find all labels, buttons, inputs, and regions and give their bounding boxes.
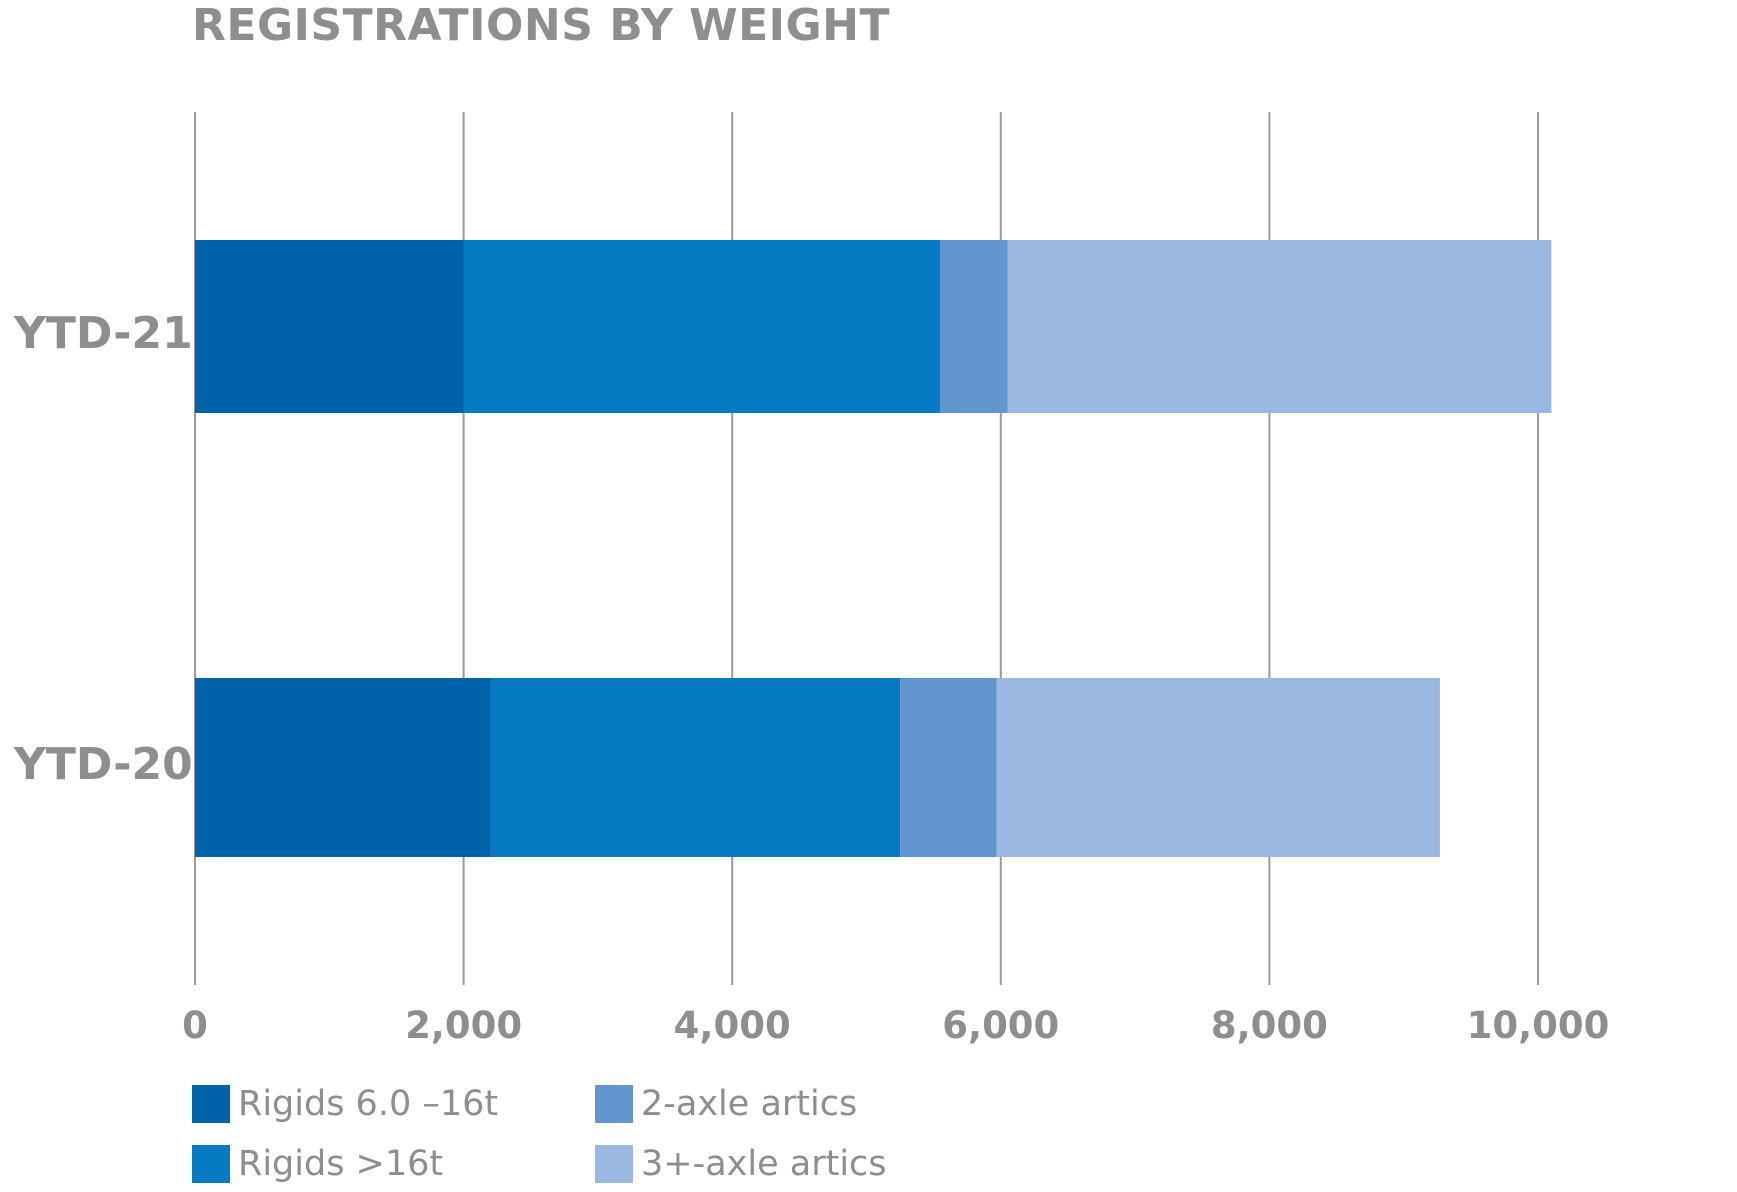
bar-chart: YTD-21 YTD-20 0 2,000 4,000 6,000 8,000 10,000	[13, 112, 1609, 1047]
x-tick-label-2: 4,000	[674, 1004, 791, 1047]
legend-swatch	[192, 1085, 230, 1123]
bar-segment-ytd-20-s3	[996, 678, 1440, 857]
category-label-ytd-21: YTD-21	[13, 308, 193, 359]
x-tick-label-3: 6,000	[942, 1004, 1059, 1047]
x-tick-label-1: 2,000	[405, 1004, 522, 1047]
legend: Rigids 6.0 –16t Rigids >16t 2-axle artic…	[192, 1082, 1012, 1192]
legend-item-rigids-6-16t: Rigids 6.0 –16t	[192, 1082, 498, 1126]
legend-label: 3+-axle artics	[641, 1144, 887, 1184]
bar-segment-ytd-21-s0	[195, 240, 464, 413]
bar-segment-ytd-20-s2	[900, 678, 997, 857]
bar-segment-ytd-21-s2	[940, 240, 1008, 413]
bar-segment-ytd-20-s1	[490, 678, 901, 857]
x-tick-labels: 0 2,000 4,000 6,000 8,000 10,000	[182, 1004, 1609, 1047]
legend-label: Rigids 6.0 –16t	[238, 1084, 499, 1124]
legend-swatch	[595, 1085, 633, 1123]
bar-segment-ytd-21-s1	[463, 240, 941, 413]
legend-item-rigids-over-16t: Rigids >16t	[192, 1142, 443, 1186]
x-tick-label-5: 10,000	[1467, 1004, 1610, 1047]
legend-label: 2-axle artics	[641, 1084, 858, 1124]
legend-item-3-plus-axle-artics: 3+-axle artics	[595, 1142, 887, 1186]
category-labels: YTD-21 YTD-20	[13, 308, 193, 790]
legend-label: Rigids >16t	[238, 1144, 444, 1184]
legend-swatch	[595, 1145, 633, 1183]
x-tick-label-4: 8,000	[1211, 1004, 1328, 1047]
bar-stacks	[195, 240, 1552, 857]
bar-segment-ytd-21-s3	[1007, 240, 1552, 413]
legend-item-2-axle-artics: 2-axle artics	[595, 1082, 857, 1126]
x-tick-label-0: 0	[182, 1004, 208, 1047]
chart-title: REGISTRATIONS BY WEIGHT	[192, 0, 890, 51]
legend-swatch	[192, 1145, 230, 1183]
bar-segment-ytd-20-s0	[195, 678, 491, 857]
category-label-ytd-20: YTD-20	[13, 739, 193, 790]
